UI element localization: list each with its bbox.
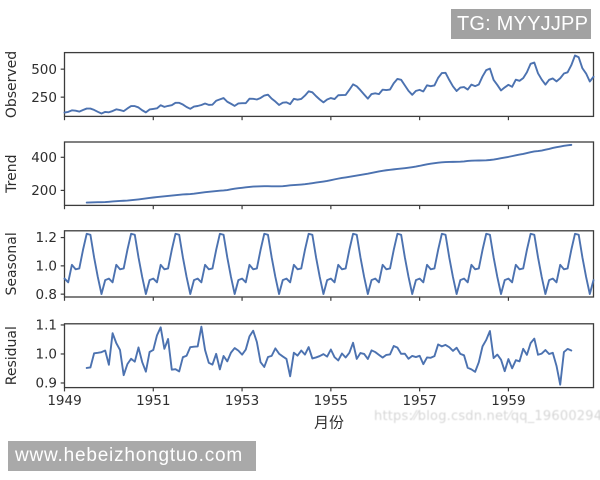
- y-tick-label-observed: 250: [31, 90, 57, 106]
- y-axis-label-residual: Residual: [4, 326, 20, 385]
- y-tick-label-observed: 500: [31, 62, 57, 78]
- observed-line: [63, 54, 595, 115]
- y-tick-label-residual: 0.9: [36, 376, 57, 392]
- y-tick-label-seasonal: 1.0: [36, 258, 57, 274]
- website-watermark-text: www.hebeizhongtuo.com: [15, 445, 244, 466]
- axes-spines-trend: [63, 141, 595, 207]
- y-tick-label-seasonal: 0.8: [36, 287, 57, 303]
- x-axis-label: 月份: [314, 414, 344, 432]
- x-tick-label: 1959: [491, 393, 525, 409]
- y-axis-label-observed: Observed: [4, 51, 20, 118]
- axes-spines-seasonal: [63, 230, 595, 298]
- y-axis-label-seasonal: Seasonal: [4, 232, 20, 295]
- x-tick-label: 1957: [402, 393, 436, 409]
- trend-line: [85, 143, 573, 204]
- x-tick-label: 1951: [136, 393, 170, 409]
- axes-spines-residual: [63, 323, 595, 389]
- axes-spines-observed: [63, 51, 595, 118]
- residual-line: [85, 325, 573, 386]
- y-tick-label-trend: 200: [31, 183, 57, 199]
- telegram-watermark-badge: TG: MYYJJPP: [451, 9, 591, 39]
- y-tick-label-trend: 400: [31, 150, 57, 166]
- x-tick-label: 1955: [314, 393, 348, 409]
- x-tick-label: 1953: [225, 393, 259, 409]
- y-tick-label-seasonal: 1.2: [36, 230, 57, 246]
- telegram-watermark-text: TG: MYYJJPP: [457, 12, 589, 35]
- website-watermark-badge: www.hebeizhongtuo.com: [8, 441, 256, 471]
- y-axis-label-trend: Trend: [4, 155, 20, 194]
- blog-url-watermark: https:⁄⁄blog.csdn.net⁄qq_19600294: [374, 409, 600, 424]
- x-tick-label: 1949: [47, 393, 81, 409]
- y-tick-label-residual: 1.1: [36, 318, 57, 334]
- seasonal-line: [63, 232, 595, 295]
- y-tick-label-residual: 1.0: [36, 347, 57, 363]
